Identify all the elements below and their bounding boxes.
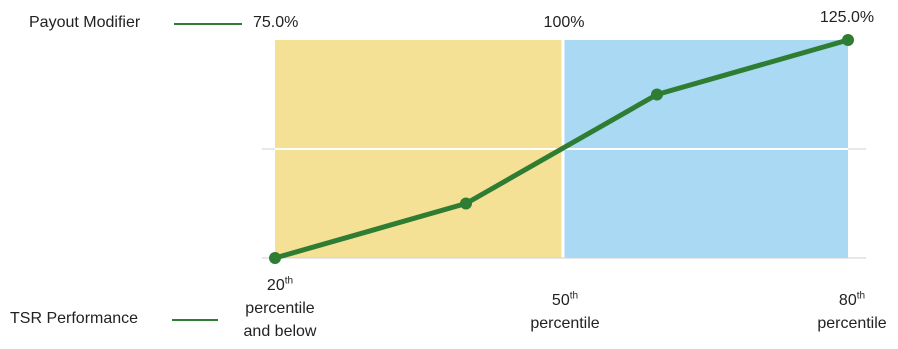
payout-label-max: 125.0% — [819, 9, 875, 26]
payout-label-min: 75.0% — [253, 14, 299, 31]
series-line-payout-modifier — [272, 37, 851, 261]
x-tick-label-50th: 50th percentile — [530, 290, 600, 332]
x-tick-label-80th: 80th percentile — [817, 290, 887, 332]
legend-line-payout-modifier — [174, 23, 242, 25]
data-point-60 — [651, 88, 663, 101]
legend-label-payout-modifier: Payout Modifier — [29, 14, 141, 31]
x-tick-label-20th: 20th percentile and below — [243, 275, 317, 340]
data-point-20 — [269, 252, 281, 264]
legend-line-tsr-performance — [172, 319, 218, 321]
data-point-80 — [842, 34, 854, 46]
payout-label-mid: 100% — [543, 14, 585, 31]
legend-label-tsr-performance: TSR Performance — [10, 310, 139, 327]
data-point-40 — [460, 197, 472, 210]
